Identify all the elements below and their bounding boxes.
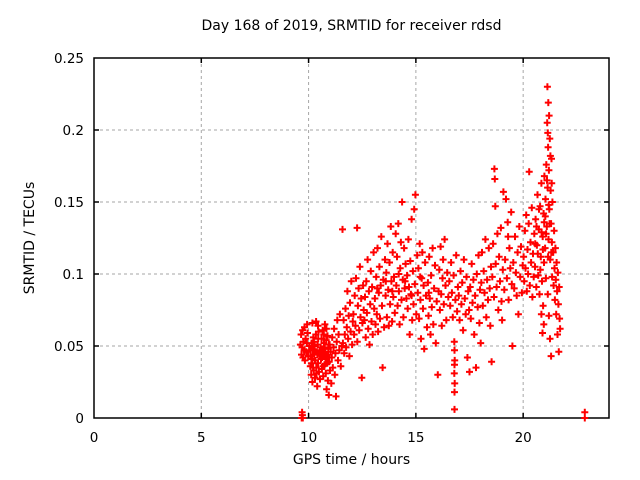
plot-border bbox=[93, 57, 610, 419]
y-tick-label: 0.15 bbox=[54, 195, 84, 211]
y-tick-label: 0 bbox=[75, 411, 84, 427]
y-axis-label: SRMTID / TECUs bbox=[22, 181, 38, 295]
y-tick-label: 0.1 bbox=[63, 267, 84, 283]
x-tick-label: 0 bbox=[90, 430, 99, 446]
y-tick-label: 0.2 bbox=[63, 123, 84, 139]
x-tick-label: 5 bbox=[197, 430, 206, 446]
grid-lines bbox=[94, 58, 609, 418]
x-tick-label: 20 bbox=[515, 430, 532, 446]
y-tick-label: 0.25 bbox=[54, 51, 84, 67]
x-tick-label: 10 bbox=[300, 430, 317, 446]
chart-title: Day 168 of 2019, SRMTID for receiver rds… bbox=[201, 18, 502, 34]
scatter-points bbox=[296, 83, 589, 422]
tick-marks bbox=[94, 58, 609, 418]
x-tick-label: 15 bbox=[407, 430, 424, 446]
y-tick-label: 0.05 bbox=[54, 339, 84, 355]
x-axis-label: GPS time / hours bbox=[292, 452, 411, 468]
tick-labels: 0 5 10 15 20 0 0.05 0.1 0.15 0.2 0.25 bbox=[54, 51, 532, 446]
